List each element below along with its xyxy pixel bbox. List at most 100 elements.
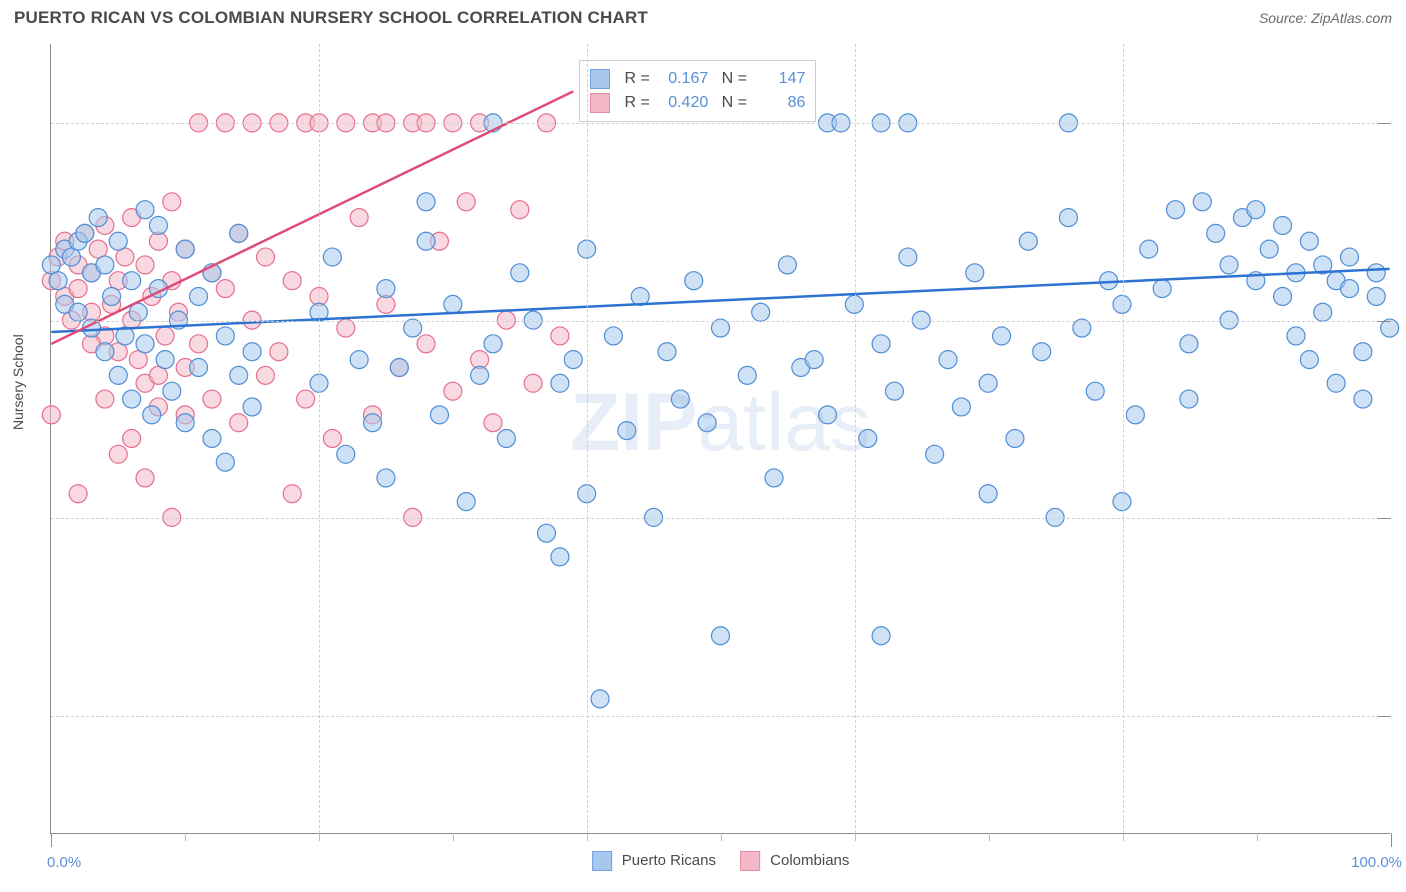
x-axis-max-label: 100.0% <box>1351 854 1402 871</box>
scatter-point <box>765 469 783 487</box>
y-tick-label: 92.5% <box>1402 706 1406 723</box>
scatter-point <box>230 414 248 432</box>
scatter-point <box>538 524 556 542</box>
scatter-point <box>1381 319 1399 337</box>
scatter-point <box>190 359 208 377</box>
scatter-point <box>69 485 87 503</box>
scatter-point <box>1086 382 1104 400</box>
scatter-point <box>1033 343 1051 361</box>
scatter-point <box>1354 390 1372 408</box>
scatter-point <box>484 335 502 353</box>
scatter-point <box>685 272 703 290</box>
scatter-point <box>350 351 368 369</box>
scatter-point <box>819 406 837 424</box>
scatter-point <box>511 264 529 282</box>
scatter-point <box>1327 374 1345 392</box>
scatter-point <box>176 414 194 432</box>
scatter-point <box>859 430 877 448</box>
scatter-point <box>297 390 315 408</box>
gridline-horizontal <box>51 716 1390 717</box>
gridline-vertical <box>587 44 588 833</box>
scatter-point <box>156 351 174 369</box>
gridline-vertical <box>1123 44 1124 833</box>
scatter-point <box>952 398 970 416</box>
chart-title: PUERTO RICAN VS COLOMBIAN NURSERY SCHOOL… <box>14 8 648 28</box>
scatter-point <box>136 256 154 274</box>
scatter-point <box>1274 287 1292 305</box>
source-attribution: Source: ZipAtlas.com <box>1259 10 1392 26</box>
gridline-vertical <box>855 44 856 833</box>
scatter-point <box>377 469 395 487</box>
scatter-point <box>337 445 355 463</box>
scatter-point <box>457 493 475 511</box>
scatter-point <box>457 193 475 211</box>
scatter-point <box>364 414 382 432</box>
scatter-point <box>230 224 248 242</box>
scatter-point <box>497 430 515 448</box>
scatter-point <box>176 240 194 258</box>
scatter-point <box>551 374 569 392</box>
scatter-point <box>1220 256 1238 274</box>
scatter-point <box>1354 343 1372 361</box>
scatter-point <box>979 485 997 503</box>
scatter-point <box>256 248 274 266</box>
scatter-point <box>1367 264 1385 282</box>
scatter-point <box>484 414 502 432</box>
scatter-point <box>1113 493 1131 511</box>
scatter-point <box>149 216 167 234</box>
scatter-point <box>872 627 890 645</box>
chart-plot-area: ZIPatlas R = 0.167 N = 147 R = 0.420 N =… <box>50 44 1390 834</box>
scatter-point <box>872 335 890 353</box>
series-legend: Puerto Ricans Colombians <box>592 851 850 871</box>
scatter-point <box>123 430 141 448</box>
gridline-horizontal <box>51 518 1390 519</box>
scatter-point <box>551 548 569 566</box>
correlation-legend: R = 0.167 N = 147 R = 0.420 N = 86 <box>579 60 816 122</box>
scatter-point <box>69 303 87 321</box>
scatter-point <box>1341 280 1359 298</box>
scatter-point <box>323 430 341 448</box>
scatter-point <box>1059 209 1077 227</box>
y-axis-label: Nursery School <box>10 334 26 430</box>
scatter-point <box>712 319 730 337</box>
gridline-horizontal <box>51 123 1390 124</box>
scatter-point <box>96 390 114 408</box>
scatter-point <box>190 287 208 305</box>
scatter-point <box>216 280 234 298</box>
scatter-point <box>1180 390 1198 408</box>
scatter-point <box>1287 327 1305 345</box>
scatter-point <box>1006 430 1024 448</box>
scatter-point <box>885 382 903 400</box>
scatter-point <box>939 351 957 369</box>
legend-item-colombians: Colombians <box>740 851 849 871</box>
scatter-point <box>564 351 582 369</box>
scatter-point <box>993 327 1011 345</box>
scatter-point <box>524 374 542 392</box>
scatter-point <box>203 390 221 408</box>
scatter-point <box>591 690 609 708</box>
x-axis-min-label: 0.0% <box>47 854 81 871</box>
scatter-point <box>1274 216 1292 234</box>
scatter-point <box>42 406 60 424</box>
legend-swatch-blue <box>592 851 612 871</box>
scatter-point <box>1019 232 1037 250</box>
scatter-point <box>337 319 355 337</box>
scatter-point <box>103 287 121 305</box>
scatter-point <box>444 295 462 313</box>
scatter-point <box>417 232 435 250</box>
scatter-point <box>76 224 94 242</box>
gridline-vertical <box>319 44 320 833</box>
scatter-point <box>1247 201 1265 219</box>
scatter-point <box>1260 240 1278 258</box>
legend-swatch-pink <box>740 851 760 871</box>
scatter-point <box>966 264 984 282</box>
y-tick-label: 97.5% <box>1402 311 1406 328</box>
scatter-point <box>163 382 181 400</box>
legend-swatch-pink <box>590 93 610 113</box>
legend-row-colombians: R = 0.420 N = 86 <box>590 91 805 115</box>
scatter-point <box>136 335 154 353</box>
scatter-point <box>979 374 997 392</box>
scatter-point <box>143 406 161 424</box>
scatter-point <box>323 248 341 266</box>
scatter-point <box>243 398 261 416</box>
